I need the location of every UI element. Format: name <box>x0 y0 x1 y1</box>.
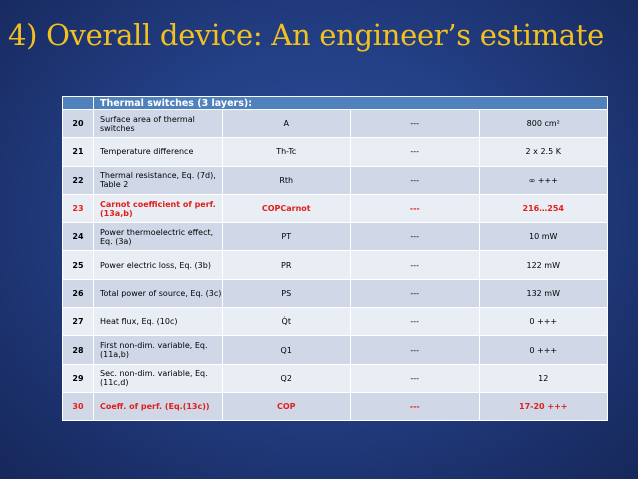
row-description: Heat flux, Eq. (10c) <box>93 307 223 337</box>
row-dimension: --- <box>350 193 480 224</box>
row-description: Power thermoelectric effect, Eq. (3a) <box>93 222 223 252</box>
row-number: 23 <box>62 193 94 224</box>
row-number: 22 <box>62 165 94 195</box>
row-number: 27 <box>62 307 94 337</box>
header-empty-cell <box>62 96 94 110</box>
row-dimension: --- <box>350 391 480 422</box>
table-row: 27 Heat flux, Eq. (10c) Q̇t --- 0 +++ <box>62 307 608 337</box>
header-label: Thermal switches (3 layers): <box>93 96 608 110</box>
row-dimension: --- <box>350 108 480 139</box>
row-dimension: --- <box>350 278 480 309</box>
row-number: 20 <box>62 108 94 139</box>
row-number: 25 <box>62 250 94 280</box>
row-symbol: PR <box>221 250 351 280</box>
table-row: 28 First non-dim. variable, Eq. (11a,b) Q1… <box>62 335 608 365</box>
table-row: 29 Sec. non-dim. variable, Eq. (11c,d) Q2-… <box>62 363 608 393</box>
row-description: Surface area of thermal switches <box>93 108 223 139</box>
row-dimension: --- <box>350 137 480 167</box>
row-value: 0 +++ <box>478 335 608 365</box>
row-value: 132 mW <box>478 278 608 309</box>
table-row: 21 Temperature difference Th-Tc --- 2 x 2.5 … <box>62 137 608 167</box>
row-symbol: PT <box>221 222 351 252</box>
row-value: 17-20 +++ <box>478 391 608 422</box>
row-number: 24 <box>62 222 94 252</box>
row-value: 800 cm² <box>478 108 608 139</box>
row-symbol: Q1 <box>221 335 351 365</box>
row-description: Coeff. of perf. (Eq.(13c)) <box>93 391 223 422</box>
row-number: 28 <box>62 335 94 365</box>
row-description: Thermal resistance, Eq. (7d), Table 2 <box>93 165 223 195</box>
parameters-table: Thermal switches (3 layers): 20 Surface a… <box>62 96 608 422</box>
row-symbol: A <box>221 108 351 139</box>
row-value: 10 mW <box>478 222 608 252</box>
row-symbol: Q2 <box>221 363 351 393</box>
row-dimension: --- <box>350 335 480 365</box>
table-row: 30 Coeff. of perf. (Eq.(13c)) COP --- 17-20 … <box>62 391 608 422</box>
row-value: 12 <box>478 363 608 393</box>
row-value: 2 x 2.5 K <box>478 137 608 167</box>
row-value: 216…254 <box>478 193 608 224</box>
row-number: 30 <box>62 391 94 422</box>
row-symbol: COP <box>221 391 351 422</box>
row-value: 0 +++ <box>478 307 608 337</box>
row-symbol: Q̇t <box>221 307 351 337</box>
row-dimension: --- <box>350 307 480 337</box>
row-description: Power electric loss, Eq. (3b) <box>93 250 223 280</box>
slide-title: 4) Overall device: An engineer’s estimat… <box>8 18 604 52</box>
row-dimension: --- <box>350 363 480 393</box>
table-row: 26 Total power of source, Eq. (3c) PS --- 13… <box>62 278 608 309</box>
row-value: ∞ +++ <box>478 165 608 195</box>
row-number: 21 <box>62 137 94 167</box>
row-description: Carnot coefficient of perf. (13a,b) <box>93 193 223 224</box>
row-dimension: --- <box>350 222 480 252</box>
row-symbol: Th-Tc <box>221 137 351 167</box>
table-row: 25 Power electric loss, Eq. (3b) PR --- 122 … <box>62 250 608 280</box>
row-description: Total power of source, Eq. (3c) <box>93 278 223 309</box>
row-symbol: COPCarnot <box>221 193 351 224</box>
row-dimension: --- <box>350 250 480 280</box>
row-number: 29 <box>62 363 94 393</box>
table-row: 24 Power thermoelectric effect, Eq. (3a) P… <box>62 222 608 252</box>
table-row: 20 Surface area of thermal switches A --- 80… <box>62 108 608 139</box>
row-description: Temperature difference <box>93 137 223 167</box>
row-number: 26 <box>62 278 94 309</box>
row-value: 122 mW <box>478 250 608 280</box>
row-symbol: Rth <box>221 165 351 195</box>
row-dimension: --- <box>350 165 480 195</box>
row-symbol: PS <box>221 278 351 309</box>
row-description: Sec. non-dim. variable, Eq. (11c,d) <box>93 363 223 393</box>
table-row: 23 Carnot coefficient of perf. (13a,b) COP… <box>62 193 608 224</box>
row-description: First non-dim. variable, Eq. (11a,b) <box>93 335 223 365</box>
table-header-row: Thermal switches (3 layers): <box>62 96 608 110</box>
